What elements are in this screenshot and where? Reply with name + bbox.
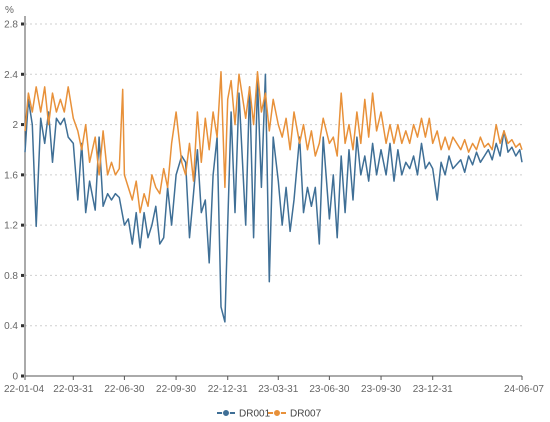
x-tick-label: 22-06-30: [104, 384, 144, 395]
y-tick-label: 0.4: [4, 321, 18, 332]
x-tick-label: 22-03-31: [53, 384, 93, 395]
legend-swatch-marker: [222, 409, 230, 417]
y-tick-mark: [21, 223, 24, 227]
series-lines: [24, 71, 523, 323]
x-tick-label: 23-03-31: [258, 384, 298, 395]
x-tick-label: 23-09-30: [361, 384, 401, 395]
y-tick-label: 1.2: [4, 221, 18, 232]
x-tick-label: 24-06-07: [504, 384, 544, 395]
series-line-dr001: [24, 73, 523, 323]
y-tick-mark: [21, 374, 24, 378]
x-tick-label: 22-09-30: [156, 384, 196, 395]
y-tick-mark: [21, 273, 24, 277]
legend-label: DR001: [239, 409, 271, 420]
y-tick-mark: [21, 22, 24, 26]
y-tick-mark: [21, 173, 24, 177]
y-tick-label: 2.8: [4, 20, 18, 31]
y-tick-mark: [21, 123, 24, 127]
legend-label: DR007: [290, 409, 322, 420]
series-line-dr007: [24, 71, 523, 214]
y-tick-label: 0.8: [4, 271, 18, 282]
x-tick-label: 23-12-31: [413, 384, 453, 395]
y-tick-mark: [21, 324, 24, 328]
axes: [24, 16, 522, 377]
y-tick-label: 0: [12, 372, 18, 383]
legend: DR001 DR007: [217, 409, 322, 420]
y-tick-label: 2.4: [4, 70, 18, 81]
y-axis-label: %: [5, 5, 14, 16]
y-tick-label: 1.6: [4, 170, 18, 181]
x-tick-label: 22-01-04: [4, 384, 44, 395]
x-axis-ticks: 22-01-04 22-03-31 22-06-30 22-09-30 22-12-31…: [4, 376, 544, 395]
x-tick-label: 23-06-30: [309, 384, 349, 395]
legend-swatch-marker: [273, 409, 281, 417]
y-tick-label: 2: [12, 120, 18, 131]
x-tick-label: 22-12-31: [208, 384, 248, 395]
grid-lines: [25, 23, 522, 377]
y-tick-mark: [21, 72, 24, 76]
y-axis-ticks: 0 0.4 0.8 1.2 1.6 2 2.4 2.8: [4, 20, 24, 383]
